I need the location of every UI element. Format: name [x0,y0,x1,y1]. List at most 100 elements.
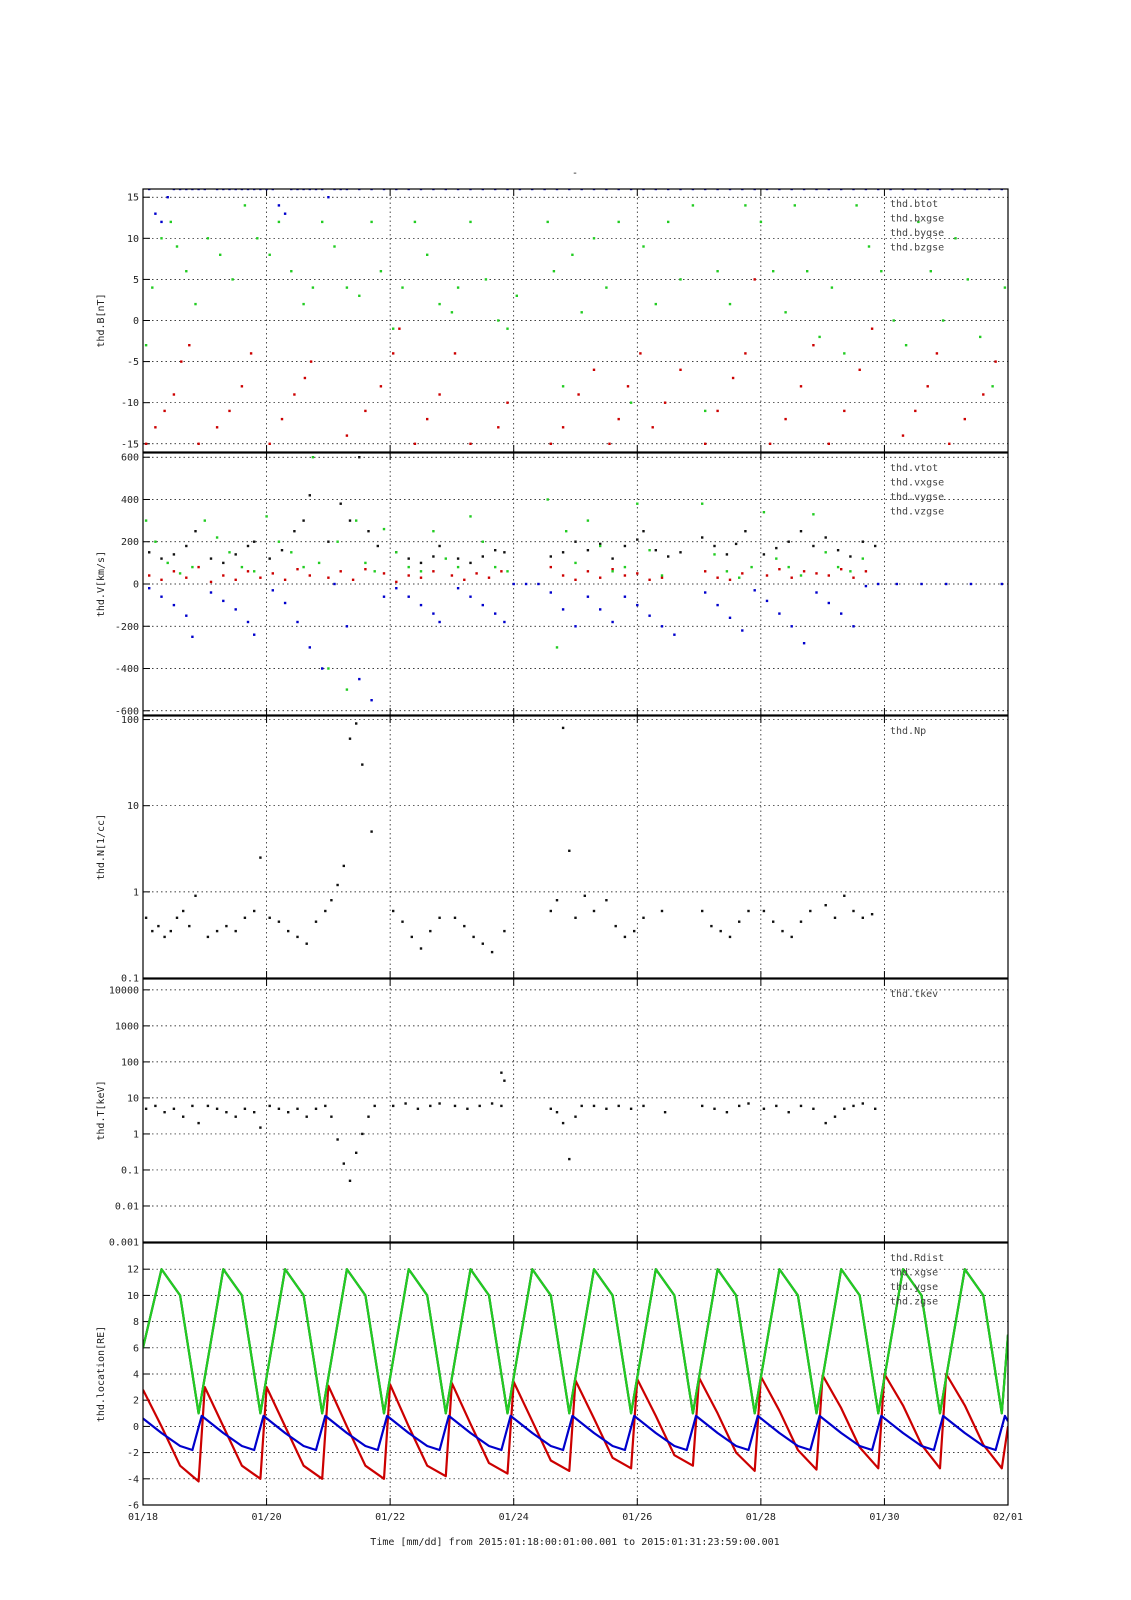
series-thd-bxgse-point [249,352,253,355]
series-thd-bygse-point [654,302,657,306]
series-thd-vtot-point [302,519,305,522]
ytick-label: -600 [115,706,139,717]
series-thd-vzgse-point [895,582,898,586]
series-thd-Np-point [738,920,741,923]
series-thd-vtot-point [348,519,352,522]
panel-frame [142,452,1009,716]
series-thd-tkev-point [453,1104,457,1108]
series-thd-bxgse-point [663,401,667,404]
series-thd-vxgse-point [623,574,627,577]
series-thd-vtot-point [253,540,256,543]
series-thd-bxgse-point [549,442,552,445]
series-thd-vygse-point [191,565,194,569]
series-thd-vtot-point [268,557,271,560]
xtick-label: 01/30 [869,1512,899,1523]
series-thd-vxgse-point [364,568,367,571]
series-thd-vzgse-point [209,591,213,594]
series-thd-bygse-point [243,204,247,207]
series-thd-tkev-point [172,1107,176,1110]
series-thd-vygse-point [444,557,447,560]
series-thd-bxgse-point [994,360,997,363]
series-thd-vygse-point [277,540,281,543]
series-thd-vygse-point [636,502,639,505]
series-thd-bzgse-point [154,212,157,215]
series-thd-bygse-point [438,302,441,306]
series-thd-Np-point [790,935,793,939]
series-thd-tkev-point [843,1107,846,1110]
series-thd-bygse-point [806,270,809,273]
series-thd-vxgse-point [648,578,651,581]
series-thd-vxgse-point [351,578,355,581]
series-thd-vygse-point [302,565,305,569]
series-thd-vzgse-point [574,625,577,628]
series-thd-vtot-point [367,530,370,533]
series-thd-tkev-point [163,1111,166,1114]
series-thd-vygse-point [775,557,778,560]
series-thd-Np-point [762,909,766,913]
series-thd-Np-point [277,920,281,923]
series-thd-bxgse-point [309,360,313,363]
series-thd-vxgse-point [271,572,274,575]
series-thd-tkev-point [500,1071,503,1074]
series-thd-vtot-point [407,557,410,560]
series-thd-bxgse-point [870,327,874,330]
series-thd-Np-point [809,909,812,913]
series-thd-vxgse-point [148,574,151,577]
series-thd-Np-point [870,913,874,916]
series-thd-tkev-point [355,1151,358,1154]
series-thd-vtot-point [503,551,506,554]
series-thd-vtot-point [432,555,435,558]
series-thd-vtot-point [725,553,729,556]
series-thd-Np-point [370,830,373,833]
series-thd-bxgse-point [768,442,772,445]
series-thd-tkev-point [404,1102,407,1105]
series-thd-bygse-point [605,286,608,289]
series-thd-vxgse-point [234,578,237,581]
series-thd-tkev-point [500,1104,503,1108]
series-thd-vzgse-point [253,633,256,636]
series-thd-vygse-point [494,565,497,569]
series-thd-bxgse-point [303,376,307,380]
series-thd-vxgse-point [704,570,707,573]
series-thd-bygse-point [469,220,472,224]
series-thd-vzgse-point [778,612,781,615]
series-thd-Np-point [852,909,855,913]
series-thd-Np-point [472,935,475,939]
series-thd-vzgse-point [469,595,472,598]
series-thd-vzgse-point [185,614,188,617]
series-thd-tkev-point [663,1111,667,1114]
series-thd-Np-point [144,916,148,919]
series-thd-tkev-point [144,1107,148,1110]
series-thd-bygse-point [185,270,188,273]
series-thd-vygse-point [336,540,339,543]
series-thd-vzgse-point [840,612,843,615]
series-thd-bxgse-point [398,327,401,330]
series-thd-vxgse-point [790,576,793,579]
series-thd-bxgse-point [293,393,296,396]
legend-entry: thd.vxgse [890,478,944,489]
series-thd-vygse-point [812,513,815,516]
series-thd-bygse-point [370,220,373,224]
series-thd-vxgse-point [611,568,614,571]
series-thd-Np-point [710,924,713,928]
series-thd-vzgse-point [345,625,349,628]
series-thd-vxgse-point [549,565,552,569]
series-thd-Np-point [225,924,228,928]
series-thd-bygse-point [311,286,315,289]
series-thd-tkev-point [580,1104,583,1108]
series-thd-vtot-point [679,551,682,554]
ytick-label: 2 [133,1396,139,1407]
series-thd-vzgse-point [494,612,497,615]
legend-entry: thd.vtot [890,463,938,474]
series-thd-bxgse-point [639,352,642,355]
series-thd-vzgse-point [945,582,948,586]
series-thd-bygse-point [941,319,945,322]
series-thd-vtot-point [874,544,877,548]
series-thd-Np-point [490,950,494,954]
series-thd-Np-point [330,899,333,902]
series-thd-vxgse-point [487,576,491,579]
series-thd-Np-point [410,935,413,939]
series-thd-bygse-point [484,278,488,281]
series-thd-vzgse-point [271,589,274,592]
series-thd-bygse-point [759,220,763,224]
